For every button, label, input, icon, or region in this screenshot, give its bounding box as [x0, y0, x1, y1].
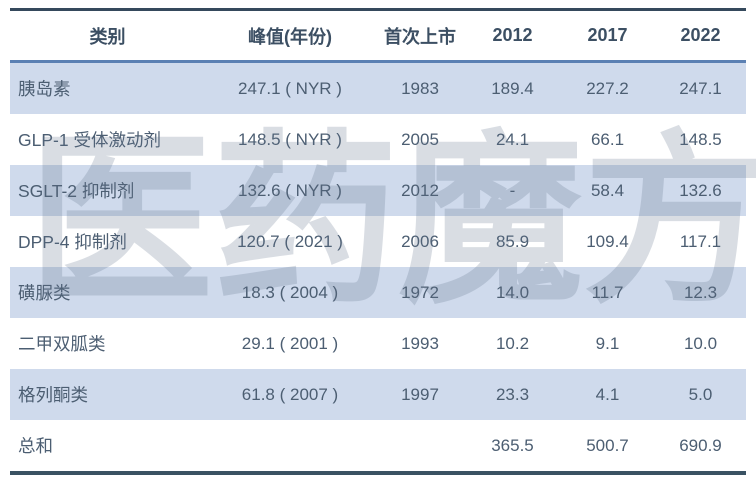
cell-category: GLP-1 受体激动剂: [18, 130, 161, 150]
cell-2017: 109.4: [586, 231, 629, 251]
cell-2022: 12.3: [683, 282, 718, 302]
cell-peak: 148.5 ( NYR ): [238, 129, 342, 149]
cell-2012: -: [509, 180, 516, 200]
cell-category: 总和: [18, 436, 53, 456]
cell-first-launch: 2005: [401, 129, 439, 149]
cell-2012: 10.2: [495, 333, 530, 353]
cell-first-launch: 1993: [401, 333, 439, 353]
cell-2017: 11.7: [591, 282, 624, 302]
cell-category: 磺脲类: [18, 283, 71, 303]
column-header-2012: 2012: [492, 25, 533, 45]
cell-peak: 247.1 ( NYR ): [238, 78, 342, 98]
cell-category: 胰岛素: [18, 79, 71, 99]
cell-peak: 120.7 ( 2021 ): [237, 231, 343, 251]
column-header-peak: 峰值(年份): [248, 26, 332, 47]
cell-2022: 5.0: [688, 384, 713, 404]
cell-category: 二甲双胍类: [18, 334, 106, 354]
cell-2022: 690.9: [679, 435, 722, 455]
table-bottom-border: [10, 471, 746, 475]
table-row-metformin: 二甲双胍类 29.1 ( 2001 ) 1993 10.2 9.1 10.0: [10, 318, 746, 369]
table-row-sglt2: SGLT-2 抑制剂 132.6 ( NYR ) 2012 - 58.4 132…: [10, 165, 746, 216]
cell-peak: 18.3 ( 2004 ): [241, 282, 339, 302]
cell-2022: 10.0: [683, 333, 718, 353]
cell-2022: 132.6: [679, 180, 722, 200]
cell-2017: 500.7: [586, 435, 629, 455]
cell-2017: 66.1: [590, 129, 625, 149]
cell-2022: 247.1: [679, 78, 722, 98]
cell-first-launch: 1972: [401, 282, 439, 302]
table-row-glp1: GLP-1 受体激动剂 148.5 ( NYR ) 2005 24.1 66.1…: [10, 114, 746, 165]
cell-first-launch: 2012: [401, 180, 439, 200]
cell-2012: 189.4: [491, 78, 534, 98]
cell-2017: 227.2: [586, 78, 629, 98]
cell-category: 格列酮类: [18, 385, 88, 405]
column-header-2022: 2022: [680, 25, 721, 45]
column-header-category: 类别: [89, 26, 126, 47]
table-header-row: 类别 峰值(年份) 首次上市 2012 2017 2022: [10, 11, 746, 60]
table-row-sulfonylurea: 磺脲类 18.3 ( 2004 ) 1972 14.0 11.7 12.3: [10, 267, 746, 318]
cell-2017: 58.4: [590, 180, 625, 200]
table-top-border: [10, 8, 746, 11]
table-row-total: 总和 365.5 500.7 690.9: [10, 420, 746, 471]
cell-2012: 24.1: [495, 129, 530, 149]
table-row-insulin: 胰岛素 247.1 ( NYR ) 1983 189.4 227.2 247.1: [10, 63, 746, 114]
cell-first-launch: 2006: [401, 231, 439, 251]
cell-first-launch: 1983: [401, 78, 439, 98]
cell-2012: 23.3: [495, 384, 530, 404]
table-row-glitazone: 格列酮类 61.8 ( 2007 ) 1997 23.3 4.1 5.0: [10, 369, 746, 420]
cell-2022: 148.5: [679, 129, 722, 149]
cell-first-launch: 1997: [401, 384, 439, 404]
column-header-2017: 2017: [587, 25, 628, 45]
cell-category: SGLT-2 抑制剂: [18, 181, 135, 201]
cell-2012: 14.0: [495, 282, 530, 302]
cell-2012: 85.9: [495, 231, 530, 251]
drug-sales-table: 类别 峰值(年份) 首次上市 2012 2017 2022 胰岛素 247.1 …: [10, 8, 746, 475]
column-header-first-launch: 首次上市: [384, 26, 456, 47]
cell-peak: 132.6 ( NYR ): [238, 180, 342, 200]
cell-2022: 117.1: [679, 231, 722, 251]
cell-2012: 365.5: [491, 435, 534, 455]
cell-2017: 9.1: [595, 333, 620, 353]
header-divider: [10, 60, 746, 63]
cell-peak: 29.1 ( 2001 ): [241, 333, 339, 353]
cell-2017: 4.1: [595, 384, 620, 404]
cell-peak: 61.8 ( 2007 ): [241, 384, 339, 404]
cell-category: DPP-4 抑制剂: [18, 232, 127, 252]
table-row-dpp4: DPP-4 抑制剂 120.7 ( 2021 ) 2006 85.9 109.4…: [10, 216, 746, 267]
